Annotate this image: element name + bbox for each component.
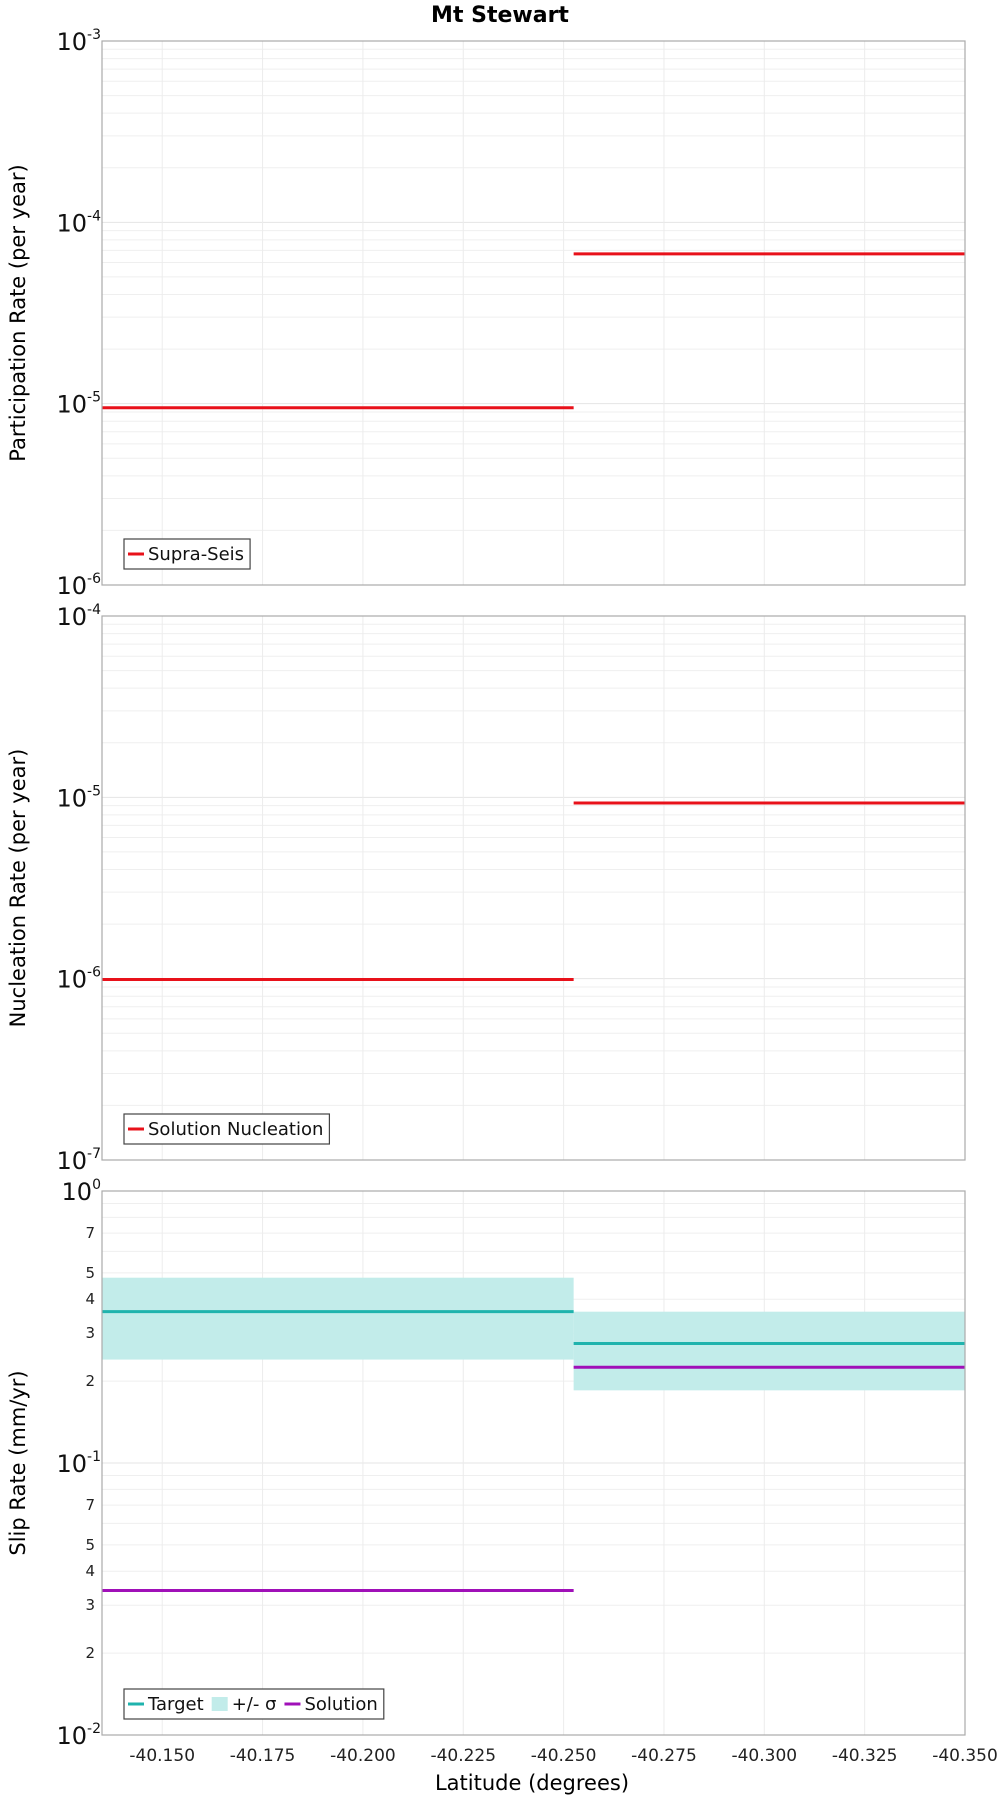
x-tick-label: -40.150 <box>129 1746 195 1766</box>
legend-box <box>123 1113 331 1145</box>
chart-title: Mt Stewart <box>431 3 569 28</box>
x-axis-label: Latitude (degrees) <box>435 1771 629 1795</box>
y-tick-label: 10-4 <box>56 602 101 631</box>
y-tick-label: 10-4 <box>56 208 101 237</box>
legend-label: Supra-Seis <box>148 544 244 565</box>
y-tick-label: 100 <box>62 1177 101 1206</box>
legend-swatch <box>211 1697 228 1711</box>
plot-frame <box>101 615 966 1161</box>
x-tick-label: -40.325 <box>832 1746 898 1766</box>
y-tick-label: 10-2 <box>56 1721 101 1750</box>
legend: Solution Nucleation <box>123 1113 331 1145</box>
panel-2: 10-4 10-5 10-6 10-7 Nucleation Rate (per yea… <box>6 602 966 1175</box>
y-minor-tick-label: 7 <box>85 1496 95 1514</box>
y-minor-tick-label: 3 <box>85 1596 95 1614</box>
sigma-band <box>573 1311 965 1391</box>
legend-box <box>123 1688 385 1720</box>
legend-label: Target <box>147 1694 204 1715</box>
y-tick-label: 10-7 <box>56 1146 101 1175</box>
y-axis-label: Slip Rate (mm/yr) <box>6 1370 30 1555</box>
x-tick-label: -40.225 <box>430 1746 496 1766</box>
y-tick-label: 10-5 <box>56 783 101 812</box>
x-tick-label: -40.200 <box>330 1746 396 1766</box>
y-minor-tick-label: 4 <box>85 1290 95 1308</box>
y-minor-tick-label: 5 <box>85 1536 95 1554</box>
legend-label: +/- σ <box>232 1694 277 1715</box>
plot-frame <box>101 1190 966 1736</box>
legend-box <box>123 538 251 570</box>
y-tick-label: 10-3 <box>56 27 101 56</box>
y-tick-label: 10-1 <box>56 1449 101 1478</box>
x-tick-label: -40.300 <box>731 1746 797 1766</box>
y-minor-tick-label: 2 <box>85 1644 95 1662</box>
plot-frame <box>101 40 966 586</box>
y-minor-tick-label: 2 <box>85 1372 95 1390</box>
y-tick-label: 10-6 <box>56 571 101 600</box>
y-axis-label: Nucleation Rate (per year) <box>6 749 30 1028</box>
legend-label: Solution <box>304 1694 377 1715</box>
y-tick-label: 10-5 <box>56 390 101 419</box>
x-tick-label: -40.350 <box>932 1746 998 1766</box>
x-tick-label: -40.275 <box>631 1746 697 1766</box>
panel-3: 100 10-1 10-2 7 5 4 3 2 7 5 4 3 2 Slip Rate (mm/yr) Ta… <box>6 1177 966 1750</box>
x-tick-label: -40.250 <box>531 1746 597 1766</box>
y-minor-tick-label: 3 <box>85 1324 95 1342</box>
x-tick-label: -40.175 <box>230 1746 296 1766</box>
y-minor-tick-label: 4 <box>85 1562 95 1580</box>
y-tick-label: 10-6 <box>56 965 101 994</box>
y-axis-label: Participation Rate (per year) <box>6 164 30 461</box>
legend: Target +/- σ Solution <box>123 1688 385 1720</box>
legend: Supra-Seis <box>123 538 251 570</box>
panel-1: 10-3 10-4 10-5 10-6 Participation Rate (per … <box>6 27 966 600</box>
y-minor-tick-label: 5 <box>85 1264 95 1282</box>
legend-label: Solution Nucleation <box>148 1119 323 1140</box>
y-minor-tick-label: 7 <box>85 1224 95 1242</box>
sigma-band <box>102 1277 574 1360</box>
